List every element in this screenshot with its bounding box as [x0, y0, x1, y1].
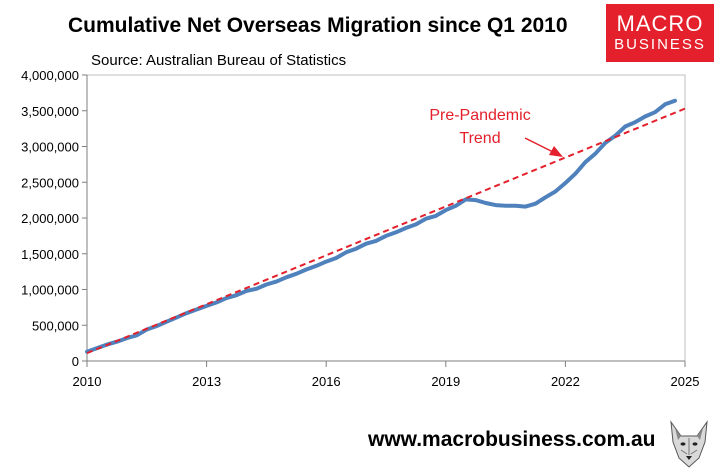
y-tick-label: 2,500,000 [21, 175, 79, 190]
y-tick-label: 2,000,000 [21, 211, 79, 226]
x-tick-label: 2010 [73, 374, 102, 389]
wolf-mascot-icon [665, 418, 713, 470]
chart-source: Source: Australian Bureau of Statistics [91, 52, 347, 69]
y-tick-label: 1,000,000 [21, 283, 79, 298]
macro-business-logo: MACRO BUSINESS [606, 4, 714, 62]
website-url[interactable]: www.macrobusiness.com.au [368, 428, 656, 451]
series-line-trend [86, 107, 686, 355]
x-tick-label: 2022 [551, 374, 580, 389]
logo-line-2: BUSINESS [614, 36, 706, 53]
x-tick-label: 2016 [312, 374, 341, 389]
logo-line-1: MACRO [616, 11, 704, 36]
chart-title: Cumulative Net Overseas Migration since … [68, 14, 568, 37]
y-tick-label: 500,000 [32, 318, 79, 333]
x-tick-label: 2013 [192, 374, 221, 389]
x-tick-label: 2025 [671, 374, 700, 389]
y-tick-label: 0 [72, 354, 79, 369]
y-tick-label: 3,500,000 [21, 104, 79, 119]
x-tick-label: 2019 [431, 374, 460, 389]
y-tick-label: 1,500,000 [21, 247, 79, 262]
y-tick-label: 4,000,000 [21, 68, 79, 83]
series-line-actual [85, 98, 677, 354]
annotation-arrow-head [549, 146, 563, 157]
y-tick-label: 3,000,000 [21, 140, 79, 155]
annotation-label: Trend [459, 130, 500, 147]
annotation-arrow-line [524, 137, 554, 153]
annotation-label: Pre-Pandemic [429, 107, 530, 124]
